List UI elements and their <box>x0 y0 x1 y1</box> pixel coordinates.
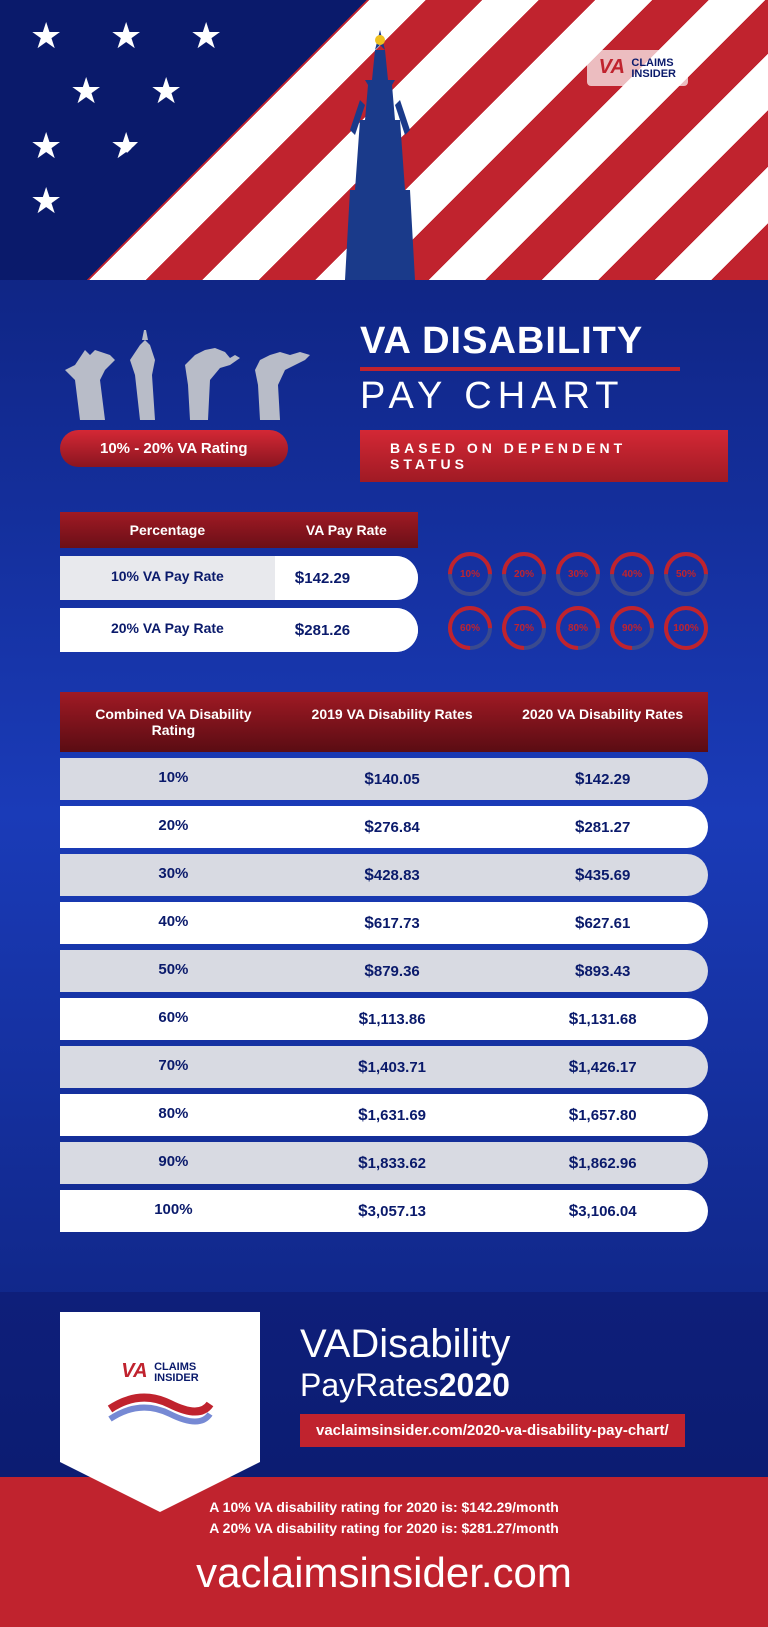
cell-2020: $1,426.17 <box>497 1046 708 1088</box>
title-section: VA DISABILITY PAY CHART BASED ON DEPENDE… <box>0 280 768 502</box>
cell-2019: $617.73 <box>287 902 498 944</box>
table-row: 90%$1,833.62$1,862.96 <box>60 1142 708 1184</box>
cell-2020: $1,131.68 <box>497 998 708 1040</box>
title-sub: PAY CHART <box>360 375 728 418</box>
cell-2020: $1,862.96 <box>497 1142 708 1184</box>
logo-insider: INSIDER <box>631 69 676 80</box>
cell-rating: 20% <box>60 806 287 848</box>
table-row: 60%$1,113.86$1,131.68 <box>60 998 708 1040</box>
cell-2019: $1,631.69 <box>287 1094 498 1136</box>
cell-2019: $3,057.13 <box>287 1190 498 1232</box>
header-percentage: Percentage <box>60 512 275 548</box>
table-row: 70%$1,403.71$1,426.17 <box>60 1046 708 1088</box>
dial-70: 70% <box>502 606 546 650</box>
footer-subtitle: PayRates2020 <box>300 1367 728 1404</box>
table-row: 100%$3,057.13$3,106.04 <box>60 1190 708 1232</box>
hero-banner: ★ ★ ★ ★ ★ ★ ★ ★ VA CLAIMS INSIDER <box>0 0 768 280</box>
table-row: 30%$428.83$435.69 <box>60 854 708 896</box>
soldier-silhouettes <box>60 320 320 420</box>
cell-2019: $1,833.62 <box>287 1142 498 1184</box>
dial-80: 80% <box>556 606 600 650</box>
cell-2020: $435.69 <box>497 854 708 896</box>
cell-rating: 60% <box>60 998 287 1040</box>
dial-20: 20% <box>502 552 546 596</box>
dial-40: 40% <box>610 552 654 596</box>
cell-2019: $140.05 <box>287 758 498 800</box>
cell-2019: $1,403.71 <box>287 1046 498 1088</box>
cell-rating: 70% <box>60 1046 287 1088</box>
logo-va: VA <box>599 56 625 78</box>
rating-badge: 10% - 20% VA Rating <box>60 430 288 467</box>
title-main: VA DISABILITY <box>360 320 728 363</box>
footer-title: VADisability <box>300 1322 728 1367</box>
dial-10: 10% <box>448 552 492 596</box>
dial-90: 90% <box>610 606 654 650</box>
dial-50: 50% <box>664 552 708 596</box>
small-pay-table: Percentage VA Pay Rate 10% VA Pay Rate $… <box>60 512 418 652</box>
cell-value: $142.29 <box>275 556 418 600</box>
subtitle-banner: BASED ON DEPENDENT STATUS <box>360 430 728 482</box>
cell-2020: $281.27 <box>497 806 708 848</box>
cell-rating: 40% <box>60 902 287 944</box>
footer: VA CLAIMS INSIDER VADisability PayRates2… <box>0 1292 768 1627</box>
dial-60: 60% <box>448 606 492 650</box>
main-rates-table: Combined VA Disability Rating 2019 VA Di… <box>60 692 708 1232</box>
footer-note-2: A 20% VA disability rating for 2020 is: … <box>40 1518 728 1539</box>
cell-2020: $142.29 <box>497 758 708 800</box>
cell-value: $281.26 <box>275 608 418 652</box>
footer-logo-insider: INSIDER <box>154 1373 199 1384</box>
table-row: 80%$1,631.69$1,657.80 <box>60 1094 708 1136</box>
cell-2020: $3,106.04 <box>497 1190 708 1232</box>
cell-label: 10% VA Pay Rate <box>60 556 275 600</box>
cell-rating: 90% <box>60 1142 287 1184</box>
cell-2019: $428.83 <box>287 854 498 896</box>
cell-label: 20% VA Pay Rate <box>60 608 275 652</box>
main-table-header: Combined VA Disability Rating 2019 VA Di… <box>60 692 708 752</box>
header-2020: 2020 VA Disability Rates <box>497 692 708 752</box>
statue-liberty-icon <box>320 30 440 280</box>
footer-url: vaclaimsinsider.com/2020-va-disability-p… <box>300 1414 685 1447</box>
cell-2019: $879.36 <box>287 950 498 992</box>
small-table-row: 10% VA Pay Rate $142.29 <box>60 556 418 600</box>
dial-30: 30% <box>556 552 600 596</box>
cell-2020: $1,657.80 <box>497 1094 708 1136</box>
header-2019: 2019 VA Disability Rates <box>287 692 498 752</box>
header-payrate: VA Pay Rate <box>275 512 418 548</box>
cell-2019: $276.84 <box>287 806 498 848</box>
dial-100: 100% <box>664 606 708 650</box>
footer-domain: vaclaimsinsider.com <box>40 1549 728 1597</box>
cell-2019: $1,113.86 <box>287 998 498 1040</box>
percentage-dials: 10% 20% 30% 40% 50% 60% 70% 80% 90% 100% <box>448 552 708 650</box>
cell-2020: $893.43 <box>497 950 708 992</box>
table-row: 50%$879.36$893.43 <box>60 950 708 992</box>
flag-swoosh-icon <box>100 1384 220 1434</box>
cell-rating: 10% <box>60 758 287 800</box>
cell-rating: 50% <box>60 950 287 992</box>
table-row: 20%$276.84$281.27 <box>60 806 708 848</box>
flag-blue-field: ★ ★ ★ ★ ★ ★ ★ ★ <box>0 0 280 280</box>
title-divider <box>360 367 680 371</box>
cell-2020: $627.61 <box>497 902 708 944</box>
footer-logo-va: VA <box>121 1360 147 1382</box>
logo-top: VA CLAIMS INSIDER <box>587 50 688 86</box>
table-row: 40%$617.73$627.61 <box>60 902 708 944</box>
small-table-row: 20% VA Pay Rate $281.26 <box>60 608 418 652</box>
cell-rating: 100% <box>60 1190 287 1232</box>
header-combined: Combined VA Disability Rating <box>60 692 287 752</box>
small-table-header: Percentage VA Pay Rate <box>60 512 418 548</box>
cell-rating: 30% <box>60 854 287 896</box>
cell-rating: 80% <box>60 1094 287 1136</box>
table-row: 10%$140.05$142.29 <box>60 758 708 800</box>
